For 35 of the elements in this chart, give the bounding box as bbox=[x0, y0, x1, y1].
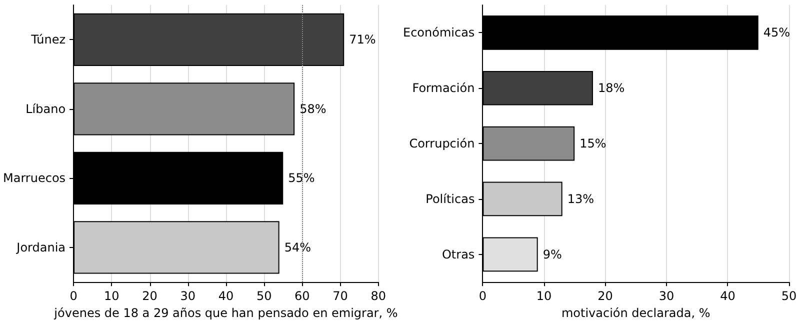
data-label: 45% bbox=[763, 26, 790, 40]
x-tick-label: 30 bbox=[180, 289, 196, 304]
x-tick-label: 10 bbox=[104, 289, 120, 304]
x-tick-label: 0 bbox=[478, 289, 487, 304]
x-tick-label: 0 bbox=[70, 289, 78, 304]
data-label: 9% bbox=[542, 247, 562, 262]
x-axis-title: jóvenes de 18 a 29 años que han pensado en emigrar, % bbox=[53, 306, 398, 320]
data-label: 54% bbox=[284, 240, 311, 254]
data-label: 18% bbox=[598, 81, 625, 96]
x-axis-title: motivación declarada, % bbox=[561, 306, 710, 320]
x-tick-label: 50 bbox=[256, 289, 272, 304]
data-label: 15% bbox=[580, 136, 606, 151]
y-tick-label: Corrupción bbox=[409, 136, 475, 151]
data-label: 13% bbox=[567, 192, 594, 206]
y-tick-label: Otras bbox=[442, 247, 475, 262]
x-tick-label: 80 bbox=[370, 289, 386, 304]
y-tick-label: Políticas bbox=[426, 192, 475, 206]
x-tick-label: 50 bbox=[781, 289, 797, 304]
x-tick-label: 30 bbox=[658, 289, 674, 304]
x-tick-label: 70 bbox=[332, 289, 348, 304]
data-label: 71% bbox=[349, 32, 376, 47]
x-tick-label: 40 bbox=[218, 289, 234, 304]
x-tick-label: 10 bbox=[536, 289, 552, 304]
y-tick-label: Líbano bbox=[26, 102, 66, 116]
y-tick-label: Formación bbox=[412, 81, 475, 96]
y-tick-label: Jordania bbox=[16, 240, 66, 254]
x-tick-label: 60 bbox=[294, 289, 310, 304]
data-label: 55% bbox=[288, 171, 315, 186]
x-tick-label: 40 bbox=[720, 289, 736, 304]
y-tick-label: Marruecos bbox=[2, 171, 66, 186]
x-tick-label: 20 bbox=[598, 289, 613, 304]
data-label: 58% bbox=[300, 102, 326, 116]
y-tick-label: Económicas bbox=[402, 26, 475, 40]
x-tick-label: 20 bbox=[142, 289, 158, 304]
y-tick-label: Túnez bbox=[30, 32, 66, 47]
